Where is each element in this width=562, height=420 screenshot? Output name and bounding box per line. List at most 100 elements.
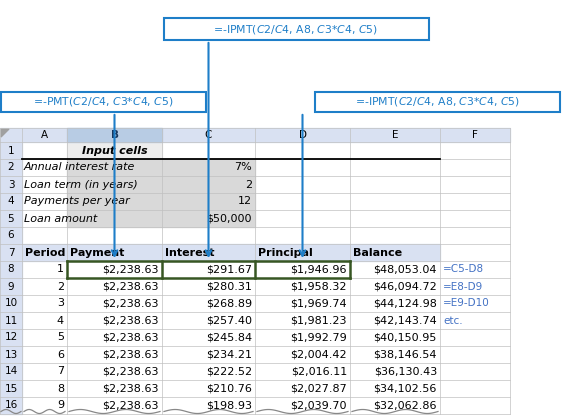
FancyBboxPatch shape <box>164 18 428 40</box>
Text: Period: Period <box>25 247 65 257</box>
Text: Payment: Payment <box>70 247 124 257</box>
Bar <box>0 159 22 176</box>
Text: =-IPMT($C$2/$C$4, A8, $C$3*$C$4, $C$5): =-IPMT($C$2/$C$4, A8, $C$3*$C$4, $C$5) <box>355 95 520 108</box>
Text: $257.40: $257.40 <box>206 315 252 326</box>
Text: 9: 9 <box>8 281 14 291</box>
Text: C: C <box>205 130 212 140</box>
Text: $40,150.95: $40,150.95 <box>374 333 437 342</box>
Text: $2,238.63: $2,238.63 <box>102 401 159 410</box>
Bar <box>67 176 255 193</box>
Text: $48,053.04: $48,053.04 <box>374 265 437 275</box>
Text: =E9-D10: =E9-D10 <box>443 299 490 309</box>
Bar <box>0 295 22 312</box>
Text: $210.76: $210.76 <box>206 383 252 394</box>
Bar <box>0 397 22 414</box>
Text: 3: 3 <box>57 299 64 309</box>
Text: 5: 5 <box>57 333 64 342</box>
Text: $2,039.70: $2,039.70 <box>291 401 347 410</box>
Bar <box>67 142 162 159</box>
Text: 7%: 7% <box>234 163 252 173</box>
Text: 9: 9 <box>57 401 64 410</box>
Bar <box>0 128 510 142</box>
Text: 10: 10 <box>4 299 17 309</box>
Text: 7: 7 <box>57 367 64 376</box>
Text: $245.84: $245.84 <box>206 333 252 342</box>
Text: 4: 4 <box>57 315 64 326</box>
Text: =-PMT($C$2/$C$4, $C$3*$C$4, $C$5): =-PMT($C$2/$C$4, $C$3*$C$4, $C$5) <box>33 95 174 108</box>
Text: $234.21: $234.21 <box>206 349 252 360</box>
Bar <box>0 261 22 278</box>
Text: 8: 8 <box>8 265 14 275</box>
Text: $50,000: $50,000 <box>206 213 252 223</box>
Bar <box>67 128 162 142</box>
Text: Principal: Principal <box>258 247 312 257</box>
Text: 2: 2 <box>245 179 252 189</box>
Text: $280.31: $280.31 <box>206 281 252 291</box>
Text: $2,238.63: $2,238.63 <box>102 265 159 275</box>
Text: 2: 2 <box>57 281 64 291</box>
Bar <box>0 193 22 210</box>
Text: B: B <box>111 130 119 140</box>
Text: Input cells: Input cells <box>81 145 147 155</box>
Bar <box>67 210 255 227</box>
Text: Loan amount: Loan amount <box>24 213 97 223</box>
Text: $268.89: $268.89 <box>206 299 252 309</box>
Text: $2,238.63: $2,238.63 <box>102 367 159 376</box>
Text: Loan term (in years): Loan term (in years) <box>24 179 138 189</box>
Text: etc.: etc. <box>443 315 463 326</box>
Text: D: D <box>298 130 306 140</box>
Bar <box>0 278 22 295</box>
Text: 13: 13 <box>4 349 17 360</box>
Text: 6: 6 <box>57 349 64 360</box>
Text: 6: 6 <box>8 231 14 241</box>
Text: 7: 7 <box>8 247 14 257</box>
Bar <box>0 244 22 261</box>
Text: =E8-D9: =E8-D9 <box>443 281 483 291</box>
Text: 12: 12 <box>238 197 252 207</box>
Text: $1,969.74: $1,969.74 <box>291 299 347 309</box>
Text: $1,958.32: $1,958.32 <box>291 281 347 291</box>
Bar <box>0 380 22 397</box>
Text: $2,027.87: $2,027.87 <box>290 383 347 394</box>
Text: Annual interest rate: Annual interest rate <box>24 163 135 173</box>
Text: =C5-D8: =C5-D8 <box>443 265 484 275</box>
Text: $32,062.86: $32,062.86 <box>374 401 437 410</box>
Bar <box>0 363 22 380</box>
Text: 1: 1 <box>8 145 14 155</box>
Text: $198.93: $198.93 <box>206 401 252 410</box>
Text: =-IPMT($C$2/$C$4, A8, $C$3*$C$4, $C$5): =-IPMT($C$2/$C$4, A8, $C$3*$C$4, $C$5) <box>214 23 379 36</box>
Text: 11: 11 <box>4 315 17 326</box>
Text: $1,981.23: $1,981.23 <box>291 315 347 326</box>
Text: E: E <box>392 130 398 140</box>
Text: $2,016.11: $2,016.11 <box>291 367 347 376</box>
Bar <box>67 193 255 210</box>
Text: 4: 4 <box>8 197 14 207</box>
Text: $46,094.72: $46,094.72 <box>373 281 437 291</box>
Text: $38,146.54: $38,146.54 <box>374 349 437 360</box>
Text: $2,238.63: $2,238.63 <box>102 315 159 326</box>
Text: Interest: Interest <box>165 247 215 257</box>
Text: A: A <box>41 130 48 140</box>
Text: 14: 14 <box>4 367 17 376</box>
Bar <box>67 159 255 176</box>
Bar <box>0 312 22 329</box>
Polygon shape <box>1 129 9 137</box>
Bar <box>0 329 22 346</box>
FancyBboxPatch shape <box>1 92 206 112</box>
Bar <box>22 244 440 261</box>
Text: 3: 3 <box>8 179 14 189</box>
Text: 5: 5 <box>8 213 14 223</box>
Text: $2,238.63: $2,238.63 <box>102 299 159 309</box>
Text: $2,238.63: $2,238.63 <box>102 383 159 394</box>
Text: $34,102.56: $34,102.56 <box>374 383 437 394</box>
Text: 16: 16 <box>4 401 17 410</box>
Text: Balance: Balance <box>353 247 402 257</box>
Text: $291.67: $291.67 <box>206 265 252 275</box>
Text: 12: 12 <box>4 333 17 342</box>
Text: $2,238.63: $2,238.63 <box>102 349 159 360</box>
Text: $2,238.63: $2,238.63 <box>102 281 159 291</box>
Text: F: F <box>472 130 478 140</box>
Bar <box>0 227 22 244</box>
Text: $42,143.74: $42,143.74 <box>373 315 437 326</box>
Text: $36,130.43: $36,130.43 <box>374 367 437 376</box>
